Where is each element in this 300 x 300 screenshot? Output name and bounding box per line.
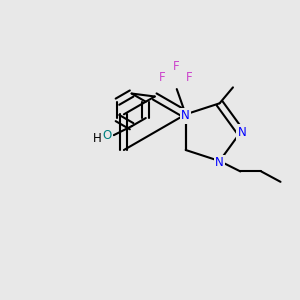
Text: N: N [238, 126, 246, 139]
Text: F: F [186, 71, 193, 84]
Text: O: O [103, 129, 112, 142]
Text: N: N [215, 156, 224, 169]
Text: F: F [159, 71, 165, 84]
Text: N: N [181, 109, 190, 122]
Text: H: H [93, 132, 102, 145]
Text: F: F [173, 60, 179, 73]
